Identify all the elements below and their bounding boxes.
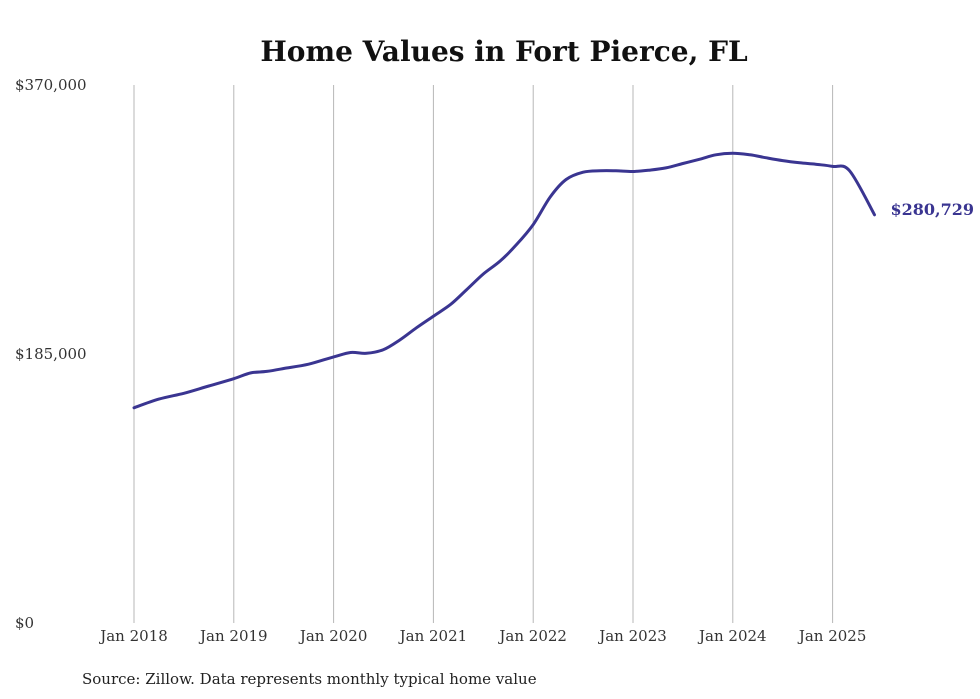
x-tick-label: Jan 2024: [697, 627, 767, 645]
x-tick-label: Jan 2025: [797, 627, 867, 645]
x-tick-label: Jan 2020: [298, 627, 368, 645]
source-note: Source: Zillow. Data represents monthly …: [82, 670, 537, 688]
x-tick-label: Jan 2021: [398, 627, 468, 645]
x-tick-label: Jan 2023: [597, 627, 667, 645]
series-line: [132, 151, 876, 410]
grid-lines: [133, 85, 834, 623]
y-tick-label: $0: [15, 614, 34, 632]
y-axis-ticks: $0 $185,000 $370,000: [15, 76, 87, 632]
x-tick-label: Jan 2019: [198, 627, 268, 645]
x-tick-label: Jan 2018: [98, 627, 168, 645]
y-tick-label: $370,000: [15, 76, 87, 94]
end-value-label: $280,729: [891, 200, 975, 219]
y-tick-label: $185,000: [15, 345, 87, 363]
chart-title: Home Values in Fort Pierce, FL: [260, 35, 748, 68]
x-axis-ticks: Jan 2018 Jan 2019 Jan 2020 Jan 2021 Jan 2022…: [98, 627, 866, 645]
x-tick-label: Jan 2022: [497, 627, 567, 645]
